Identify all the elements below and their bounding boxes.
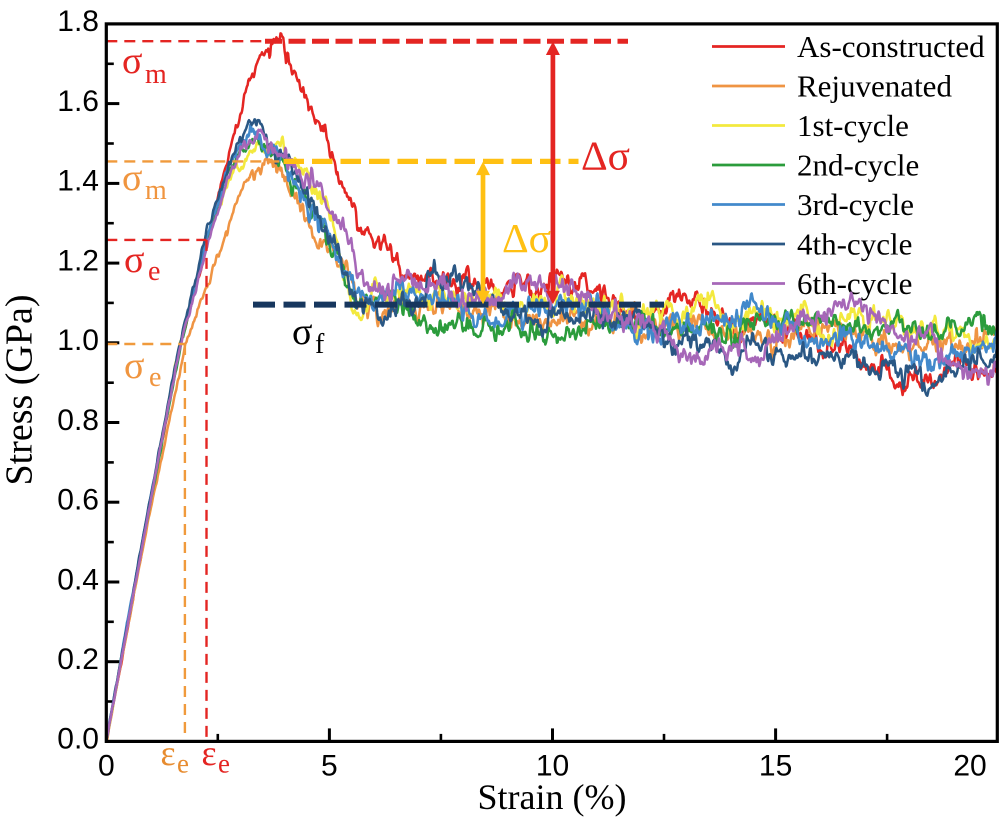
svg-text:15: 15	[759, 750, 792, 783]
svg-text:e: e	[177, 749, 189, 779]
svg-text:10: 10	[536, 750, 569, 783]
svg-text:e: e	[148, 256, 160, 287]
svg-text:0.2: 0.2	[57, 643, 99, 676]
svg-text:f: f	[315, 329, 325, 360]
svg-text:σ: σ	[124, 239, 144, 281]
svg-text:Δσ: Δσ	[502, 215, 551, 261]
svg-text:0: 0	[98, 750, 115, 783]
svg-text:1.8: 1.8	[57, 5, 99, 38]
svg-text:1.0: 1.0	[57, 324, 99, 357]
svg-text:σ: σ	[122, 40, 142, 82]
svg-text:Δσ: Δσ	[581, 133, 630, 179]
svg-text:5: 5	[321, 750, 338, 783]
svg-text:σ: σ	[124, 345, 144, 387]
svg-text:m: m	[145, 175, 167, 206]
svg-text:1.2: 1.2	[57, 244, 99, 277]
svg-text:ε: ε	[161, 733, 176, 773]
svg-text:0.0: 0.0	[57, 723, 99, 756]
svg-text:Rejuvenated: Rejuvenated	[797, 69, 952, 104]
svg-text:4th-cycle: 4th-cycle	[797, 227, 912, 262]
svg-text:e: e	[218, 749, 230, 779]
svg-text:Stress (GPa): Stress (GPa)	[0, 294, 41, 485]
svg-text:ε: ε	[202, 733, 217, 773]
svg-text:σ: σ	[122, 157, 142, 199]
svg-text:Strain (%): Strain (%)	[478, 777, 627, 817]
svg-text:0.6: 0.6	[57, 484, 99, 517]
svg-text:1.4: 1.4	[57, 165, 99, 198]
svg-text:3rd-cycle: 3rd-cycle	[797, 187, 914, 222]
svg-text:m: m	[145, 59, 167, 90]
svg-text:1.6: 1.6	[57, 85, 99, 118]
svg-text:σ: σ	[292, 311, 312, 353]
svg-text:As-constructed: As-constructed	[797, 29, 985, 64]
svg-text:1st-cycle: 1st-cycle	[797, 108, 909, 143]
svg-text:6th-cycle: 6th-cycle	[797, 266, 912, 301]
svg-text:0.8: 0.8	[57, 404, 99, 437]
svg-text:2nd-cycle: 2nd-cycle	[797, 148, 919, 183]
svg-text:0.4: 0.4	[57, 563, 99, 596]
svg-text:20: 20	[953, 750, 986, 783]
svg-text:e: e	[149, 362, 161, 393]
